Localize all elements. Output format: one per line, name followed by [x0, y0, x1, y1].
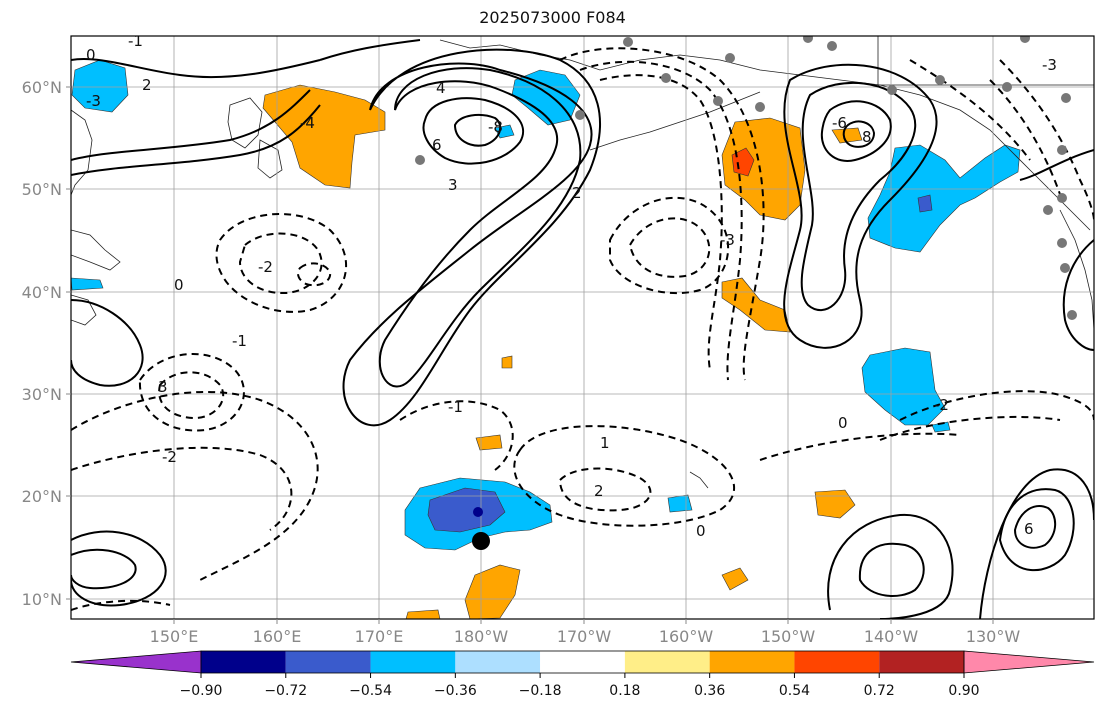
colorbar-swatch [794, 651, 880, 673]
shade-blue-pnw [867, 144, 1021, 253]
colorbar-extend-low [70, 650, 202, 674]
contour-label: -1 [448, 398, 463, 416]
contour-labels: 0 -1 2 -3 4 -4 3 6 -8 8 -6 2 -2 0 -1 3 -… [86, 32, 1057, 540]
colorbar-swatch [201, 651, 286, 673]
lat-label: 10°N [22, 590, 62, 609]
colorbar-label: 0.72 [864, 683, 895, 699]
lat-label: 20°N [22, 487, 62, 506]
shade-blue-small5 [667, 494, 693, 513]
contour-label: 8 [862, 128, 872, 146]
contour-label: 2 [142, 76, 152, 94]
shade-orange-mid1 [721, 277, 791, 333]
contour-label: 1 [600, 434, 610, 452]
contour-label: 0 [838, 414, 848, 432]
contour-label: -6 [832, 114, 847, 132]
lon-label: 160°W [659, 627, 714, 646]
colorbar-label: 0.36 [694, 683, 725, 699]
colorbar-label: −0.18 [519, 683, 562, 699]
colorbar-label: 0.54 [779, 683, 810, 699]
lon-label: 180°W [454, 627, 509, 646]
colorbar-label: −0.90 [180, 683, 223, 699]
contour-label: -2 [258, 258, 273, 276]
shade-orange-south3 [405, 609, 441, 619]
lon-label: 160°E [253, 627, 302, 646]
shaded-anomalies [71, 59, 1021, 619]
colorbar-label: −0.36 [434, 683, 477, 699]
lon-label: 170°E [355, 627, 404, 646]
lat-label: 60°N [22, 78, 62, 97]
contour-label: 0 [696, 522, 706, 540]
negative-contours [71, 47, 1094, 611]
shade-blue-pnw-dark [917, 194, 933, 213]
contour-label: -4 [300, 114, 315, 132]
contour-label: 3 [448, 176, 458, 194]
colorbar-label: 0.18 [609, 683, 640, 699]
colorbar-label: 0.90 [948, 683, 979, 699]
shade-orange-gulf [721, 117, 806, 221]
contour-label: -1 [128, 32, 143, 50]
contour-label: 6 [1024, 520, 1034, 538]
contour-label: 2 [572, 184, 582, 202]
shade-red-gulf [731, 147, 755, 177]
shade-blue-west40 [71, 277, 104, 291]
map-title: 2025073000 F084 [479, 8, 626, 27]
shade-orange-south2 [721, 567, 749, 591]
shade-blue-east30 [861, 347, 946, 426]
contour-label: -3 [86, 92, 101, 110]
positive-contours [71, 39, 1094, 619]
contour-label: 4 [436, 79, 446, 97]
lon-label: 130°W [966, 627, 1021, 646]
contour-label: 6 [432, 136, 442, 154]
contour-label: -3 [1042, 56, 1057, 74]
latitude-labels: 60°N 50°N 40°N 30°N 20°N 10°N [22, 78, 62, 609]
graticule [71, 36, 1094, 619]
storm-center-small [473, 507, 483, 517]
shade-orange-small2 [831, 127, 863, 144]
lat-label: 30°N [22, 385, 62, 404]
contour-label: 0 [86, 46, 96, 64]
shade-orange-japan [262, 84, 386, 189]
lon-label: 150°E [150, 627, 199, 646]
colorbar-swatch [624, 651, 710, 673]
contour-label: 3 [158, 378, 168, 396]
colorbar-swatch [455, 651, 541, 673]
contour-label: -3 [720, 231, 735, 249]
colorbar-label: −0.72 [264, 683, 307, 699]
colorbar-label: −0.54 [349, 683, 392, 699]
shade-orange-south1 [464, 564, 521, 619]
longitude-labels: 150°E 160°E 170°E 180°W 170°W 160°W 150°… [150, 627, 1021, 646]
colorbar-swatch [370, 651, 456, 673]
lat-label: 50°N [22, 180, 62, 199]
contour-label: 2 [594, 482, 604, 500]
longitude-axis [173, 619, 994, 624]
colorbar-swatch [709, 651, 795, 673]
contour-label: -2 [934, 396, 949, 414]
shade-blue-hawaii-dark [427, 487, 506, 533]
colorbar-swatch [540, 651, 625, 673]
colorbar-extend-high [963, 650, 1095, 674]
shade-orange-small4 [475, 434, 503, 451]
storm-center-marker [472, 532, 490, 550]
contour-label: 0 [174, 276, 184, 294]
colorbar-swatch [879, 651, 964, 673]
colorbar-swatch [285, 651, 371, 673]
map-frame [70, 35, 1095, 620]
contour-label: -2 [162, 448, 177, 466]
lon-label: 170°W [557, 627, 612, 646]
shade-orange-mid2 [501, 355, 513, 369]
contour-label: -1 [232, 332, 247, 350]
contour-label: -8 [488, 118, 503, 136]
shade-blue-bering [511, 69, 581, 126]
latitude-axis [66, 86, 71, 600]
lon-label: 140°W [864, 627, 919, 646]
lat-label: 40°N [22, 283, 62, 302]
colorbar-frame [200, 650, 965, 674]
colorbar: −0.90 −0.72 −0.54 −0.36 −0.18 0.18 0.36 0.54 0.7… [70, 650, 1095, 699]
lon-label: 150°W [761, 627, 816, 646]
station-markers [415, 36, 1077, 320]
shade-orange-small6 [814, 489, 856, 519]
